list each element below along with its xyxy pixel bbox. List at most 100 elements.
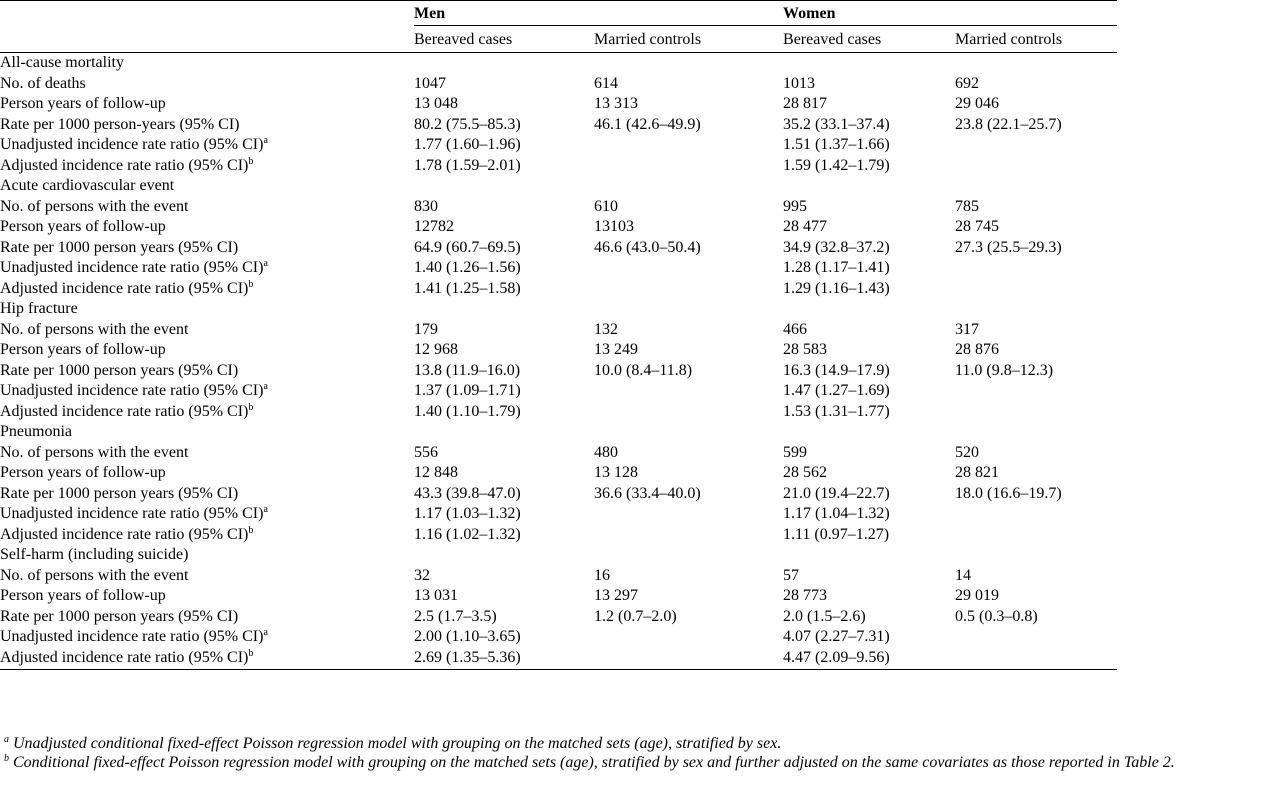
- row-label: Person years of follow-up: [0, 217, 414, 238]
- table-cell: 1.47 (1.27–1.69): [783, 382, 890, 399]
- row-label-text: Adjusted incidence rate ratio (95% CI): [0, 648, 249, 666]
- row-label-text: Person years of follow-up: [0, 95, 166, 112]
- table-cell: [955, 156, 1117, 177]
- table-cell: [594, 402, 783, 423]
- row-label: No. of persons with the event: [0, 197, 414, 218]
- table-row: Rate per 1000 person years (95% CI) 64.9 …: [0, 238, 1117, 259]
- table-row: No. of persons with the event 830 610 995 78…: [0, 197, 1117, 218]
- row-label: Unadjusted incidence rate ratio (95% CI)…: [0, 381, 414, 402]
- table-cell: 830: [414, 197, 438, 215]
- table-row: Person years of follow-up 13 048 13 313 28 …: [0, 94, 1117, 115]
- row-label-text: Rate per 1000 person years (95% CI): [0, 484, 239, 502]
- table-cell: 1.51 (1.37–1.66): [783, 136, 890, 153]
- row-label-text: Unadjusted incidence rate ratio (95% CI): [0, 136, 264, 153]
- row-label: Adjusted incidence rate ratio (95% CI)b: [0, 525, 414, 546]
- section-title: All-cause mortality: [0, 54, 124, 71]
- table-cell: [594, 381, 783, 402]
- row-label: Person years of follow-up: [0, 94, 414, 115]
- table-row: Person years of follow-up 13 031 13 297 28 …: [0, 586, 1117, 607]
- table-cell: 1013: [783, 74, 816, 92]
- row-label-text: Rate per 1000 person years (95% CI): [0, 607, 239, 625]
- row-label-text: Adjusted incidence rate ratio (95% CI): [0, 279, 249, 297]
- table-row: Unadjusted incidence rate ratio (95% CI)…: [0, 381, 1117, 402]
- row-label-text: Unadjusted incidence rate ratio (95% CI): [0, 382, 264, 399]
- row-label-text: Unadjusted incidence rate ratio (95% CI): [0, 505, 264, 522]
- table-cell: [955, 504, 1117, 525]
- table-row: Adjusted incidence rate ratio (95% CI)b 1…: [0, 402, 1117, 423]
- table-cell: 1.28 (1.17–1.41): [783, 259, 890, 276]
- table-cell: 28 477: [783, 218, 828, 235]
- table-row: No. of persons with the event 32 16 57 14: [0, 566, 1117, 587]
- table-cell: 132: [594, 320, 618, 338]
- footnote-reference: b: [248, 401, 254, 413]
- row-label-text: Person years of follow-up: [0, 218, 166, 235]
- table-row: Unadjusted incidence rate ratio (95% CI)…: [0, 135, 1117, 156]
- table-cell: 785: [955, 197, 980, 215]
- table-row: Unadjusted incidence rate ratio (95% CI)…: [0, 258, 1117, 279]
- header-men: Men: [414, 0, 784, 26]
- table-cell: [955, 279, 1117, 300]
- header-men-bereaved: Bereaved cases: [414, 25, 594, 53]
- row-label-text: Unadjusted incidence rate ratio (95% CI): [0, 628, 264, 645]
- table-cell: 57: [783, 566, 800, 584]
- table-cell: 466: [783, 320, 808, 338]
- table-cell: 18.0 (16.6–19.7): [955, 484, 1062, 502]
- section-title: Acute cardiovascular event: [0, 177, 175, 194]
- table-cell: 1.29 (1.16–1.43): [783, 279, 890, 297]
- table-cell: 13103: [594, 218, 634, 235]
- footnotes: a Unadjusted conditional fixed-effect Po…: [4, 734, 1280, 772]
- footnote-reference: a: [263, 504, 268, 515]
- row-label: No. of persons with the event: [0, 443, 414, 464]
- table-cell: 16: [594, 566, 610, 584]
- table-row: Person years of follow-up 12 968 13 249 28 …: [0, 340, 1117, 361]
- footnote-reference: b: [248, 155, 254, 167]
- table-cell: 27.3 (25.5–29.3): [955, 238, 1062, 256]
- table-cell: 2.5 (1.7–3.5): [414, 607, 497, 625]
- table-row: Person years of follow-up 12 848 13 128 28 …: [0, 463, 1117, 484]
- table-cell: 179: [414, 320, 438, 338]
- row-label-text: No. of persons with the event: [0, 566, 189, 584]
- header-women: Women: [783, 0, 1118, 26]
- row-label-text: Person years of follow-up: [0, 587, 166, 604]
- table-cell: 13.8 (11.9–16.0): [414, 361, 521, 379]
- table-cell: 46.1 (42.6–49.9): [594, 115, 701, 133]
- table-cell: [955, 381, 1117, 402]
- table-cell: 21.0 (19.4–22.7): [783, 484, 890, 502]
- table-cell: [594, 504, 783, 525]
- table-cell: [594, 258, 783, 279]
- table-cell: 29 046: [955, 95, 1000, 112]
- table-body: All-cause mortality No. of deaths 1047 614 1…: [0, 53, 1118, 670]
- table-cell: 28 745: [955, 218, 1000, 235]
- table-cell: 13 249: [594, 341, 638, 358]
- row-label-text: Adjusted incidence rate ratio (95% CI): [0, 402, 249, 420]
- row-label-text: Unadjusted incidence rate ratio (95% CI): [0, 259, 264, 276]
- row-label: No. of deaths: [0, 74, 414, 95]
- footnote-a: a Unadjusted conditional fixed-effect Po…: [4, 734, 1280, 753]
- table-cell: 36.6 (33.4–40.0): [594, 484, 701, 502]
- footnote-reference: a: [263, 258, 268, 269]
- section-header-row: Hip fracture: [0, 299, 1117, 320]
- table-cell: 0.5 (0.3–0.8): [955, 607, 1038, 625]
- table-cell: 480: [594, 443, 618, 461]
- table-cell: 34.9 (32.8–37.2): [783, 238, 890, 256]
- table-cell: 64.9 (60.7–69.5): [414, 238, 521, 256]
- table-cell: 1.40 (1.26–1.56): [414, 259, 521, 276]
- header-blank-sub: [0, 25, 414, 53]
- header-men-married: Married controls: [594, 25, 784, 53]
- table-cell: 46.6 (43.0–50.4): [594, 238, 701, 256]
- row-label: Unadjusted incidence rate ratio (95% CI)…: [0, 135, 414, 156]
- row-label: Adjusted incidence rate ratio (95% CI)b: [0, 647, 414, 670]
- footnote-mark: b: [4, 753, 9, 764]
- table-cell: 610: [594, 197, 618, 215]
- table-cell: 2.69 (1.35–5.36): [414, 647, 594, 670]
- table-cell: [594, 627, 783, 648]
- row-label: Person years of follow-up: [0, 463, 414, 484]
- table-cell: 32: [414, 566, 430, 584]
- row-label-text: Rate per 1000 person-years (95% CI): [0, 115, 240, 133]
- table-cell: 1.11 (0.97–1.27): [783, 525, 890, 543]
- header-women-married: Married controls: [955, 25, 1118, 53]
- table-cell: [594, 135, 783, 156]
- table-cell: 1.2 (0.7–2.0): [594, 607, 677, 625]
- table-cell: 4.47 (2.09–9.56): [783, 647, 956, 670]
- table-cell: 28 821: [955, 464, 1000, 481]
